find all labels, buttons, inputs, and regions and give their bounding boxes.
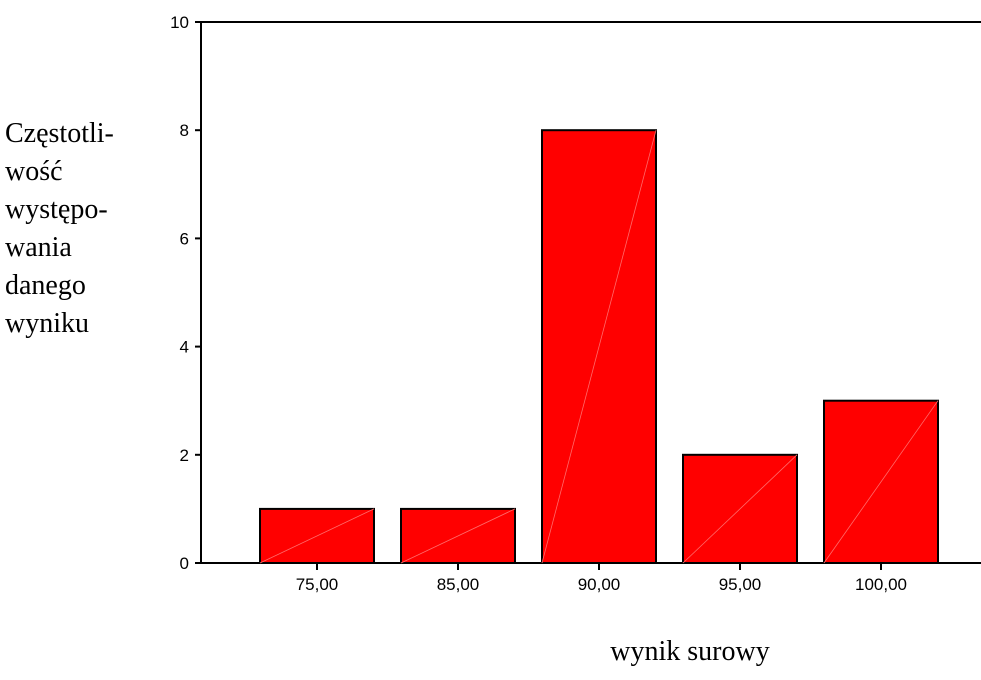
bar-diagonal <box>682 454 798 564</box>
x-tick-label: 90,00 <box>578 575 621 594</box>
y-axis-title-line: wyniku <box>5 308 89 339</box>
y-axis-title-line: wania <box>5 232 72 263</box>
bar-diagonal <box>400 508 516 564</box>
x-tick-label: 85,00 <box>437 575 480 594</box>
x-axis-title: wynik surowy <box>610 636 770 667</box>
y-axis-title-line: Częstotli- <box>5 118 114 149</box>
y-tick-label: 2 <box>180 446 189 465</box>
y-ticks: 0 2 4 6 8 10 <box>170 13 201 573</box>
bar-diagonal <box>823 400 939 564</box>
x-tick-label: 100,00 <box>855 575 907 594</box>
y-tick-label: 4 <box>180 338 189 357</box>
x-ticks: 75,00 85,00 90,00 95,00 100,00 <box>296 563 907 594</box>
y-tick-label: 10 <box>170 13 189 32</box>
x-tick-label: 75,00 <box>296 575 339 594</box>
y-axis-title: Częstotli- wość występo- wania danego wy… <box>5 115 155 343</box>
y-axis-title-line: wość <box>5 156 63 187</box>
y-tick-label: 0 <box>180 554 189 573</box>
y-tick-label: 6 <box>180 229 189 248</box>
x-tick-label: 95,00 <box>719 575 762 594</box>
y-axis-title-line: danego <box>5 270 86 301</box>
bar-diagonal <box>541 130 657 564</box>
bars <box>259 129 939 565</box>
y-axis-title-line: występo- <box>5 194 108 225</box>
bar-diagonal <box>259 508 375 564</box>
y-tick-label: 8 <box>180 121 189 140</box>
